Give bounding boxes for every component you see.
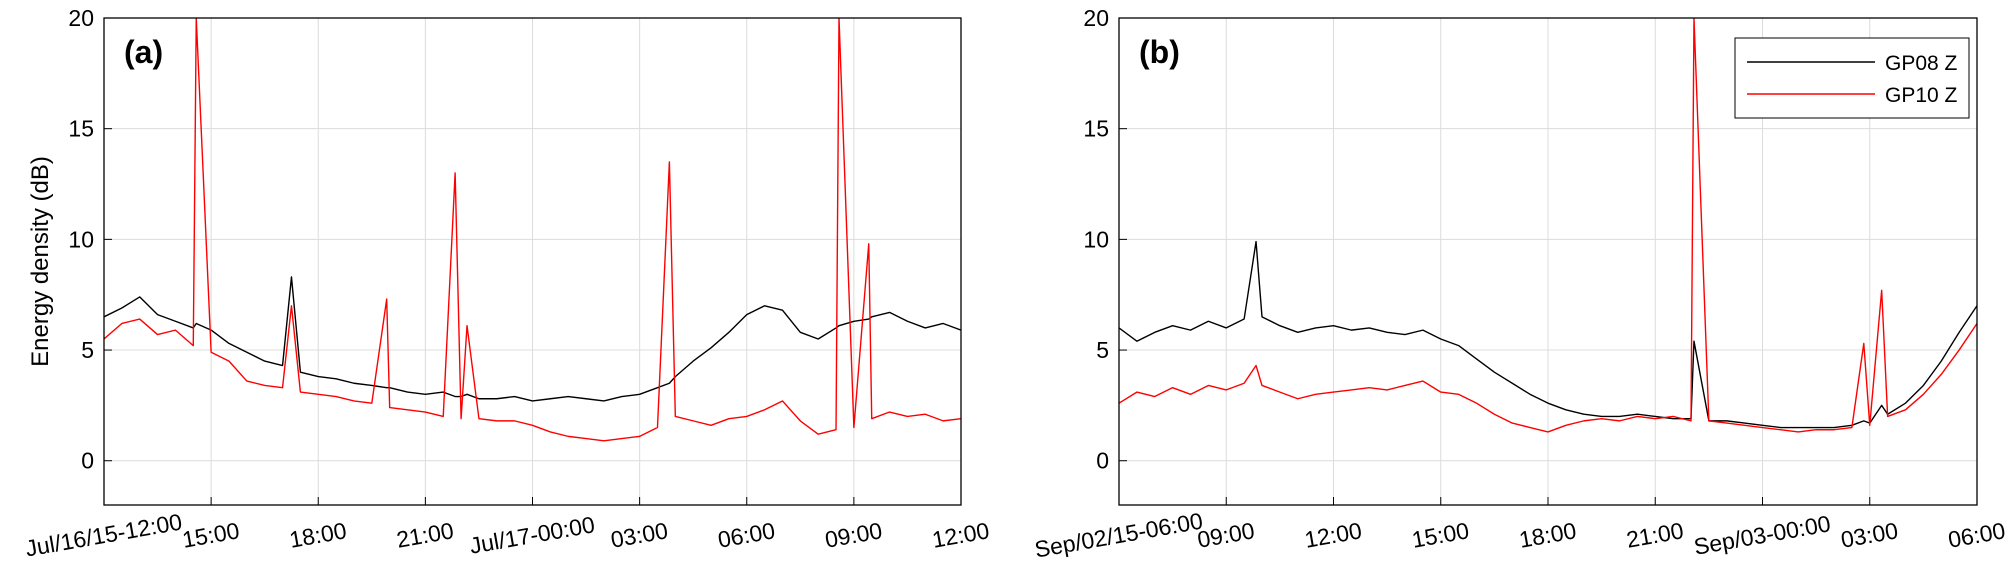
y-tick-label: 15 [1083, 116, 1109, 142]
data-line [104, 276, 961, 402]
y-tick-label: 0 [1096, 448, 1109, 474]
y-axis-label: Energy density (dB) [27, 156, 54, 367]
data-line [104, 18, 961, 442]
y-tick-label: 5 [81, 337, 94, 363]
y-tick-label: 10 [68, 226, 94, 252]
panel-label: (b) [1139, 34, 1180, 70]
y-tick-label: 20 [1083, 5, 1109, 31]
data-line [1119, 240, 1977, 429]
legend-label: GP10 Z [1885, 84, 1958, 107]
y-tick-label: 15 [68, 116, 94, 142]
axes-frame [1118, 17, 1978, 506]
y-tick-label: 0 [81, 448, 94, 474]
y-tick-label: 5 [1096, 337, 1109, 363]
y-tick-label: 10 [1083, 226, 1109, 252]
data-line [1119, 18, 1977, 433]
panel-label: (a) [124, 34, 163, 70]
legend-label: GP08 Z [1885, 52, 1958, 75]
y-tick-label: 20 [68, 5, 94, 31]
axes-frame [103, 17, 962, 506]
legend-box [1734, 37, 1970, 119]
